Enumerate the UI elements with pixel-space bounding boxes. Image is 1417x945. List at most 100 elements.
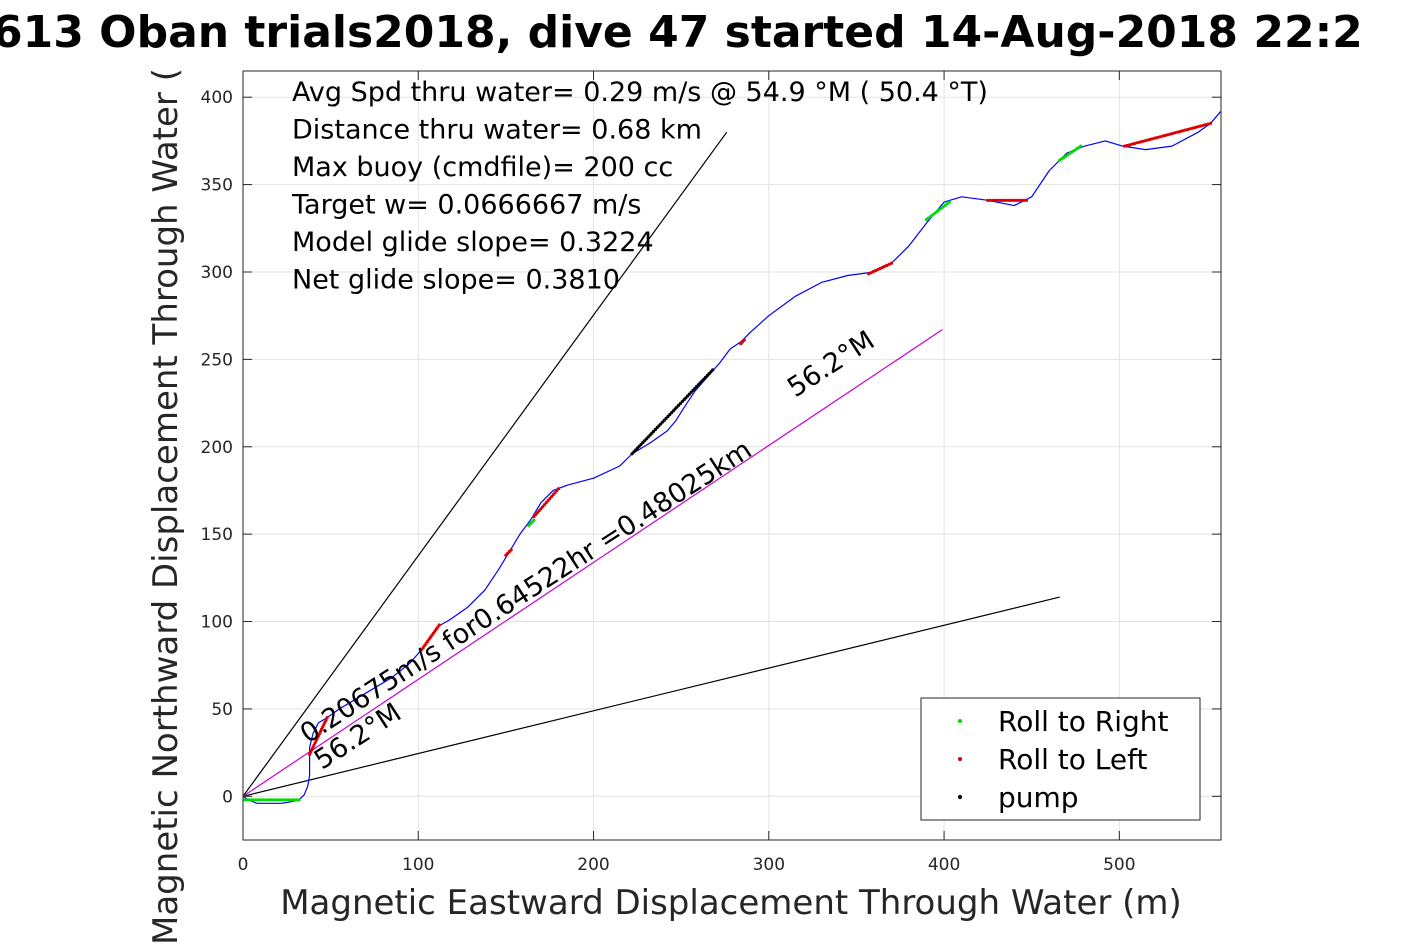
marker-point [556, 487, 561, 491]
marker-point [1079, 144, 1083, 148]
marker-point [1150, 137, 1154, 141]
marker-point [1011, 198, 1016, 202]
y-tick-label: 200 [201, 438, 233, 458]
marker-point [1178, 129, 1182, 134]
marker-point [988, 198, 993, 202]
marker-point [1022, 198, 1026, 202]
marker-point [271, 798, 276, 802]
y-tick-label: 100 [201, 613, 233, 633]
info-line: Model glide slope= 0.3224 [292, 227, 654, 258]
marker-point [297, 798, 301, 802]
x-tick-label: 0 [238, 855, 249, 875]
marker-point [1196, 125, 1200, 129]
marker-point [1143, 139, 1147, 143]
legend-marker [958, 719, 962, 723]
marker-point [1165, 133, 1170, 137]
y-tick-label: 300 [201, 263, 233, 283]
marker-point [266, 798, 271, 802]
marker-point [251, 798, 255, 802]
marker-point [261, 798, 265, 802]
info-box: Avg Spd thru water= 0.29 m/s @ 54.9 °M (… [291, 77, 988, 296]
marker-point [289, 798, 294, 802]
marker-point [1160, 134, 1165, 138]
reference-line [243, 131, 728, 797]
marker-point [1123, 144, 1127, 148]
marker-point [532, 518, 536, 522]
marker-point [1198, 124, 1202, 128]
marker-point [1158, 135, 1162, 139]
marker-point [269, 798, 273, 802]
marker-point [264, 798, 268, 802]
ticks [242, 71, 1221, 840]
legend: Roll to Right Roll to Left pump [920, 697, 1201, 821]
marker-point [287, 798, 291, 802]
x-axis-label: Magnetic Eastward Displacement Through W… [280, 883, 1182, 923]
marker-point [1188, 127, 1192, 131]
state-markers [243, 121, 1213, 802]
marker-point [999, 198, 1003, 202]
marker-point [509, 548, 513, 552]
marker-point [1186, 127, 1190, 132]
marker-point [742, 338, 746, 342]
marker-point [1017, 198, 1021, 202]
info-line: Max buoy (cmdfile)= 200 cc [292, 152, 673, 183]
legend-label: pump [998, 781, 1079, 814]
info-line: Avg Spd thru water= 0.29 m/s @ 54.9 °M (… [292, 77, 988, 108]
marker-point [1125, 143, 1129, 148]
marker-point [991, 198, 995, 202]
marker-point [1128, 143, 1132, 147]
marker-point [254, 798, 258, 802]
marker-point [1024, 198, 1029, 202]
legend-marker [958, 757, 962, 761]
marker-point [243, 798, 248, 802]
marker-point [1170, 131, 1175, 136]
marker-point [279, 798, 283, 802]
marker-point [277, 798, 281, 802]
info-line: Target w= 0.0666667 m/s [291, 190, 641, 221]
y-tick-label: 150 [201, 525, 233, 545]
legend-label: Roll to Right [998, 705, 1169, 738]
marker-point [1173, 131, 1177, 135]
marker-point [249, 798, 253, 802]
marker-point [994, 198, 998, 202]
chart-title: 613 Oban trials2018, dive 47 started 14-… [0, 7, 1363, 58]
x-tick-label: 300 [753, 855, 785, 875]
marker-point [1193, 125, 1197, 130]
marker-point [1168, 132, 1172, 136]
marker-point [294, 798, 299, 802]
marker-point [986, 198, 990, 202]
marker-point [1135, 141, 1139, 145]
legend-marker [958, 795, 962, 799]
reference-line [243, 596, 1060, 797]
info-line: Distance thru water= 0.68 km [292, 115, 702, 146]
marker-point [1181, 129, 1185, 133]
marker-point [292, 798, 296, 802]
marker-point [1004, 198, 1008, 202]
x-tick-label: 200 [577, 855, 609, 875]
track-line [243, 110, 1221, 804]
y-tick-label: 50 [211, 700, 233, 720]
marker-point [1208, 121, 1213, 126]
x-tick-label: 400 [928, 855, 960, 875]
info-line: Net glide slope= 0.3810 [292, 265, 620, 296]
grid [242, 71, 1221, 840]
marker-point [437, 623, 441, 627]
marker-point [996, 198, 1000, 202]
y-tick-label: 250 [201, 350, 233, 370]
marker-point [711, 368, 715, 372]
marker-point [947, 200, 951, 204]
marker-point [1183, 128, 1187, 132]
marker-point [1191, 126, 1195, 130]
legend-label: Roll to Left [998, 743, 1147, 776]
marker-point [1145, 138, 1149, 142]
marker-point [889, 261, 894, 265]
reference-line [243, 329, 943, 797]
marker-point [1163, 133, 1167, 138]
x-tick-label: 500 [1103, 855, 1135, 875]
reference-lines [243, 131, 1060, 797]
x-tick-label: 100 [402, 855, 434, 875]
marker-point [1148, 137, 1152, 142]
marker-point [1203, 123, 1208, 127]
marker-point [1140, 139, 1144, 144]
